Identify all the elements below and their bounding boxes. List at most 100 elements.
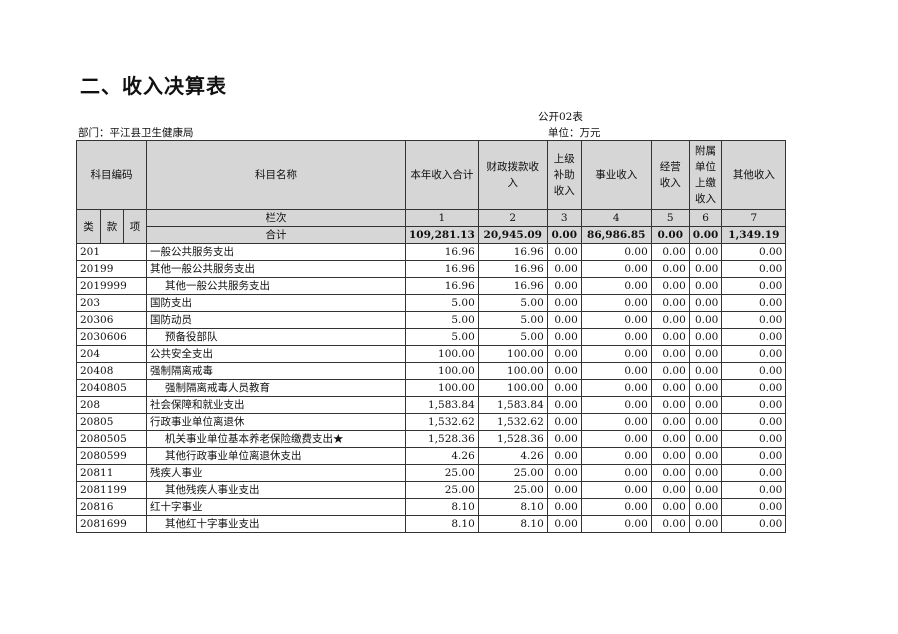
row-value: 0.00 [546,243,582,261]
row-value: 100.00 [405,345,479,363]
header-xiang: 项 [123,209,147,244]
row-value: 8.10 [477,515,548,533]
table-row: 2030606 预备役部队 5.00 5.00 0.00 0.00 0.00 0.00 0.00 [76,328,787,346]
row-value: 0.00 [546,294,582,312]
row-name: 国防动员 [146,311,406,329]
row-value: 0.00 [688,396,723,414]
row-value: 8.10 [477,498,548,516]
row-value: 1,583.84 [477,396,548,414]
header-c6: 附属单位上缴收入 [688,140,723,210]
row-value: 100.00 [477,345,548,363]
row-value: 16.96 [405,277,479,295]
row-value: 0.00 [546,447,582,465]
row-value: 0.00 [546,260,582,278]
row-name: 国防支出 [146,294,406,312]
header-c4: 事业收入 [580,140,652,210]
row-value: 16.96 [405,260,479,278]
header-c2: 财政拨款收入 [477,140,548,210]
row-value: 4.26 [477,447,548,465]
row-value: 0.00 [688,311,723,329]
row-value: 0.00 [721,413,787,431]
row-value: 0.00 [688,481,723,499]
row-value: 16.96 [477,260,548,278]
row-value: 0.00 [721,447,787,465]
row-name: 其他一般公共服务支出 [146,277,406,295]
row-value: 1,532.62 [405,413,479,431]
row-value: 0.00 [688,413,723,431]
income-table: 科目编码 科目名称 本年收入合计 财政拨款收入 上级补助收入 事业收入 经营收入… [76,140,787,533]
row-value: 0.00 [650,260,690,278]
row-code: 20816 [76,498,147,516]
header-row: 科目编码 科目名称 本年收入合计 财政拨款收入 上级补助收入 事业收入 经营收入… [76,140,787,210]
row-value: 0.00 [580,277,652,295]
header-code: 科目编码 [76,140,147,210]
row-value: 0.00 [580,430,652,448]
department-label: 部门：平江县卫生健康局 [78,127,194,139]
row-value: 8.10 [405,498,479,516]
unit-label: 单位：万元 [548,127,601,139]
col-num: 2 [477,209,548,227]
row-value: 0.00 [721,498,787,516]
row-code: 2080505 [76,430,147,448]
table-row: 203 国防支出 5.00 5.00 0.00 0.00 0.00 0.00 0.00 [76,294,787,312]
form-number: 公开02表 [538,111,583,123]
row-code: 2080599 [76,447,147,465]
row-value: 0.00 [580,260,652,278]
row-code: 20408 [76,362,147,380]
row-value: 5.00 [477,294,548,312]
total-value: 0.00 [650,226,690,244]
row-value: 5.00 [405,328,479,346]
total-value: 109,281.13 [405,226,479,244]
row-name: 公共安全支出 [146,345,406,363]
row-value: 0.00 [721,345,787,363]
table-row: 20816 红十字事业 8.10 8.10 0.00 0.00 0.00 0.00 0.00 [76,498,787,516]
row-value: 0.00 [688,464,723,482]
row-value: 1,528.36 [477,430,548,448]
row-value: 100.00 [405,362,479,380]
row-value: 0.00 [721,294,787,312]
row-value: 0.00 [546,362,582,380]
column-number-row: 类 款 项 栏次 1 2 3 4 5 6 7 [76,209,787,244]
row-value: 0.00 [688,515,723,533]
row-name: 机关事业单位基本养老保险缴费支出★ [146,430,406,448]
header-c3: 上级补助收入 [546,140,582,210]
row-value: 0.00 [580,362,652,380]
row-value: 0.00 [721,396,787,414]
table-row: 20811 残疾人事业 25.00 25.00 0.00 0.00 0.00 0.00 0.00 [76,464,787,482]
row-code: 2081199 [76,481,147,499]
total-value: 0.00 [546,226,582,244]
table-row: 2081699 其他红十字事业支出 8.10 8.10 0.00 0.00 0.00 0.00… [76,515,787,533]
row-value: 1,528.36 [405,430,479,448]
row-value: 25.00 [477,464,548,482]
table-row: 20408 强制隔离戒毒 100.00 100.00 0.00 0.00 0.00 0.00 0… [76,362,787,380]
row-name: 强制隔离戒毒 [146,362,406,380]
row-value: 25.00 [405,464,479,482]
table-row: 201 一般公共服务支出 16.96 16.96 0.00 0.00 0.00 0.00 0.0… [76,243,787,261]
row-value: 0.00 [688,379,723,397]
row-value: 0.00 [688,430,723,448]
row-value: 0.00 [721,379,787,397]
col-num: 6 [688,209,723,227]
col-num: 5 [650,209,690,227]
row-value: 0.00 [546,464,582,482]
row-value: 0.00 [546,277,582,295]
row-code: 204 [76,345,147,363]
row-code: 20805 [76,413,147,431]
row-value: 100.00 [477,362,548,380]
row-name: 社会保障和就业支出 [146,396,406,414]
row-value: 0.00 [650,396,690,414]
total-row: 合计 109,281.13 20,945.09 0.00 86,986.85 0… [77,226,787,244]
row-value: 0.00 [650,464,690,482]
row-value: 5.00 [405,311,479,329]
table-row: 2040805 强制隔离戒毒人员教育 100.00 100.00 0.00 0.00 0.0… [76,379,787,397]
row-value: 0.00 [688,277,723,295]
header-lei: 类 [76,209,101,244]
table-row: 20306 国防动员 5.00 5.00 0.00 0.00 0.00 0.00 0.00 [76,311,787,329]
col-num: 4 [580,209,652,227]
row-name: 其他行政事业单位离退休支出 [146,447,406,465]
row-value: 0.00 [650,413,690,431]
row-value: 5.00 [477,328,548,346]
row-value: 0.00 [546,379,582,397]
row-code: 2081699 [76,515,147,533]
row-value: 0.00 [650,362,690,380]
